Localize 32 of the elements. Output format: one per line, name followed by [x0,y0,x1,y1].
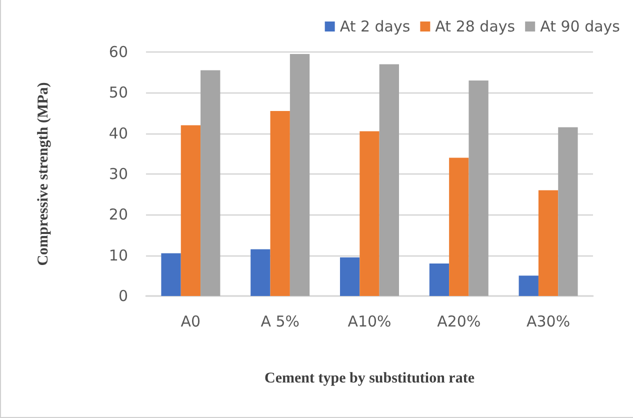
bar [449,158,469,296]
x-tick-label: A30% [526,312,570,330]
x-tick-label: A10% [348,312,392,330]
bar [518,276,538,296]
bar [290,54,310,296]
bar [161,253,181,296]
y-tick-label: 30 [108,165,128,183]
legend-label: At 28 days [435,18,516,36]
bar [360,131,380,296]
y-tick-label: 50 [108,84,128,102]
x-tick-label: A0 [180,312,201,330]
y-tick-label: 0 [118,287,128,305]
y-axis-title: Compressive strength (MPa) [36,82,52,266]
bar [468,80,488,296]
x-tick-label: A20% [437,312,481,330]
bar [340,257,360,296]
bar [429,263,450,296]
legend-label: At 90 days [540,18,620,36]
x-axis-title: Cement type by substitution rate [264,370,475,386]
y-tick-label: 60 [108,43,128,61]
bar [180,125,201,296]
bar [379,64,399,296]
x-tick-label: A 5% [260,312,300,330]
bar [558,127,578,296]
bar [270,110,290,296]
y-tick-label: 10 [108,246,128,264]
y-tick-label: 20 [108,206,128,224]
legend-label: At 2 days [340,18,410,36]
bar [250,249,270,296]
y-tick-label: 40 [108,124,128,142]
bar [538,190,558,296]
bar [200,70,220,296]
